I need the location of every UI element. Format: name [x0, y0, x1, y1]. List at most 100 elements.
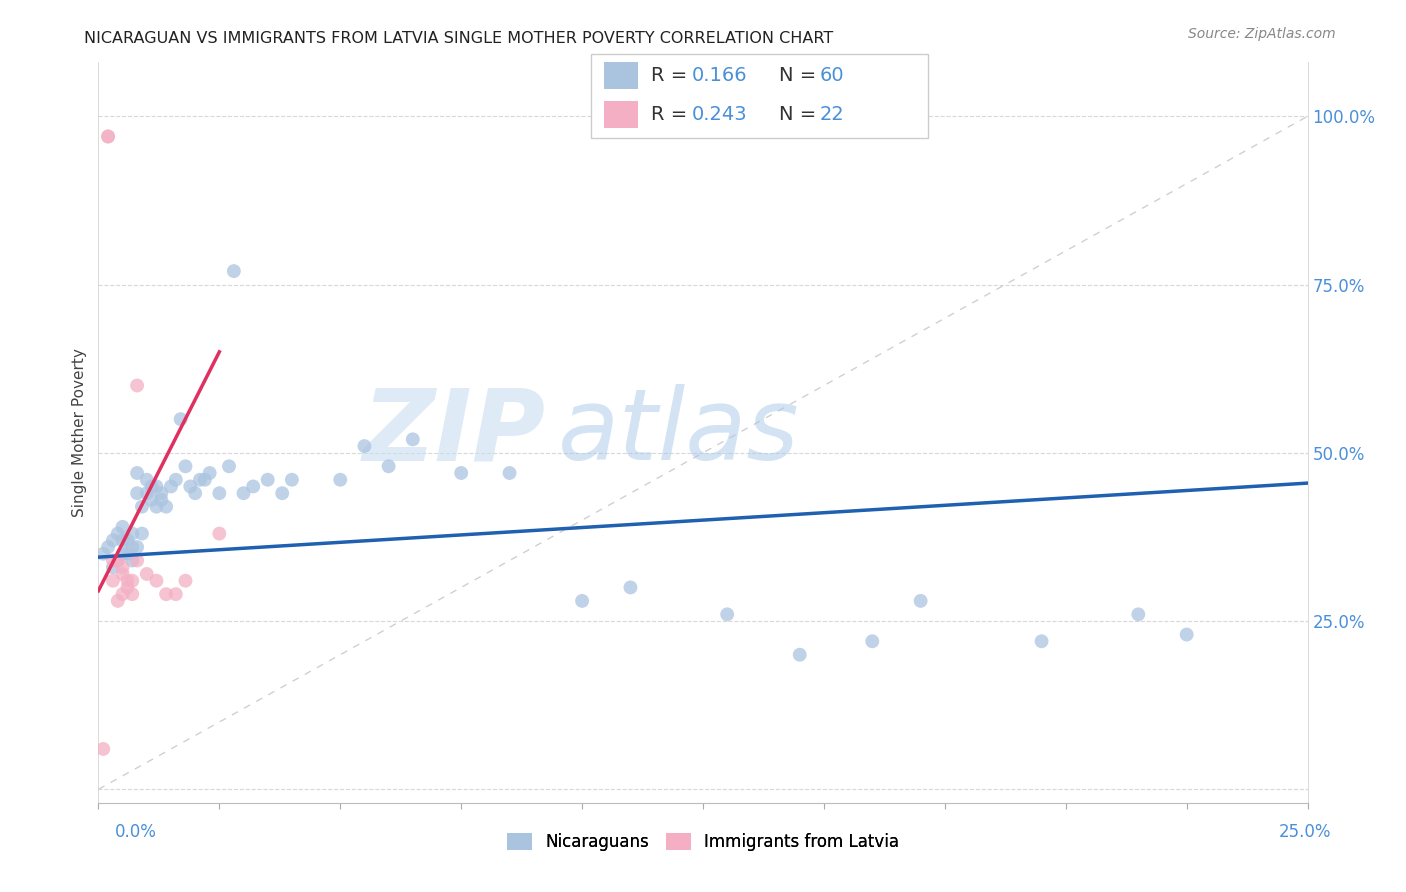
Point: [169, 412, 191, 426]
Point: [150, 486, 173, 500]
Point: [571, 594, 593, 608]
Point: [117, 581, 139, 595]
Point: [165, 473, 187, 487]
Point: [789, 648, 811, 662]
Text: Source: ZipAtlas.com: Source: ZipAtlas.com: [1188, 27, 1336, 41]
Point: [271, 486, 294, 500]
Text: 25.0%: 25.0%: [1279, 822, 1331, 840]
Point: [155, 587, 177, 601]
Point: [135, 486, 157, 500]
FancyBboxPatch shape: [605, 101, 638, 128]
Point: [145, 479, 167, 493]
Point: [208, 486, 231, 500]
Point: [131, 500, 153, 514]
Point: [117, 547, 139, 561]
Text: 0.243: 0.243: [692, 105, 748, 124]
Point: [117, 574, 139, 588]
Text: R =: R =: [651, 66, 693, 85]
Point: [145, 574, 167, 588]
Text: atlas: atlas: [558, 384, 800, 481]
Text: 0.166: 0.166: [692, 66, 748, 85]
Point: [91, 547, 114, 561]
Point: [281, 473, 304, 487]
Point: [101, 574, 124, 588]
Point: [111, 560, 134, 574]
Text: NICARAGUAN VS IMMIGRANTS FROM LATVIA SINGLE MOTHER POVERTY CORRELATION CHART: NICARAGUAN VS IMMIGRANTS FROM LATVIA SIN…: [84, 31, 834, 46]
Point: [218, 459, 240, 474]
Point: [1175, 627, 1198, 641]
Point: [107, 553, 129, 567]
Point: [101, 533, 124, 548]
Point: [174, 459, 197, 474]
Point: [127, 540, 149, 554]
Point: [179, 479, 201, 493]
Point: [619, 581, 641, 595]
Point: [121, 526, 143, 541]
Point: [111, 587, 134, 601]
Point: [117, 533, 139, 548]
Point: [860, 634, 883, 648]
Point: [127, 486, 149, 500]
Text: ZIP: ZIP: [363, 384, 546, 481]
Point: [165, 587, 187, 601]
Point: [256, 473, 278, 487]
Point: [242, 479, 264, 493]
Point: [155, 500, 177, 514]
Point: [111, 566, 134, 581]
Text: N =: N =: [779, 105, 823, 124]
Point: [450, 466, 472, 480]
Point: [97, 129, 120, 144]
Point: [107, 526, 129, 541]
Y-axis label: Single Mother Poverty: Single Mother Poverty: [72, 348, 87, 517]
Point: [1128, 607, 1150, 622]
Point: [127, 378, 149, 392]
Point: [377, 459, 399, 474]
Point: [111, 547, 134, 561]
Point: [232, 486, 254, 500]
Point: [160, 479, 183, 493]
Text: 60: 60: [820, 66, 845, 85]
Point: [121, 574, 143, 588]
Point: [184, 486, 207, 500]
Point: [131, 526, 153, 541]
Text: N =: N =: [779, 66, 823, 85]
Point: [329, 473, 352, 487]
Point: [111, 533, 134, 548]
Point: [145, 500, 167, 514]
Point: [135, 566, 157, 581]
Point: [188, 473, 211, 487]
Point: [91, 742, 114, 756]
Point: [121, 587, 143, 601]
Point: [402, 433, 425, 447]
Point: [107, 594, 129, 608]
Point: [910, 594, 932, 608]
Point: [127, 466, 149, 480]
Point: [150, 492, 173, 507]
Point: [141, 492, 163, 507]
Point: [107, 553, 129, 567]
Point: [198, 466, 221, 480]
FancyBboxPatch shape: [605, 62, 638, 89]
Point: [127, 553, 149, 567]
Point: [135, 473, 157, 487]
Text: 0.0%: 0.0%: [115, 822, 157, 840]
Point: [174, 574, 197, 588]
Point: [111, 520, 134, 534]
Point: [121, 540, 143, 554]
Point: [101, 553, 124, 567]
Point: [1031, 634, 1053, 648]
FancyBboxPatch shape: [591, 54, 928, 138]
Point: [498, 466, 520, 480]
Point: [101, 560, 124, 574]
Legend: Nicaraguans, Immigrants from Latvia: Nicaraguans, Immigrants from Latvia: [501, 826, 905, 857]
Point: [141, 479, 163, 493]
Point: [222, 264, 245, 278]
Point: [121, 553, 143, 567]
Point: [716, 607, 738, 622]
Point: [97, 129, 120, 144]
Point: [208, 526, 231, 541]
Text: 22: 22: [820, 105, 845, 124]
Point: [353, 439, 375, 453]
Point: [97, 540, 120, 554]
Text: R =: R =: [651, 105, 693, 124]
